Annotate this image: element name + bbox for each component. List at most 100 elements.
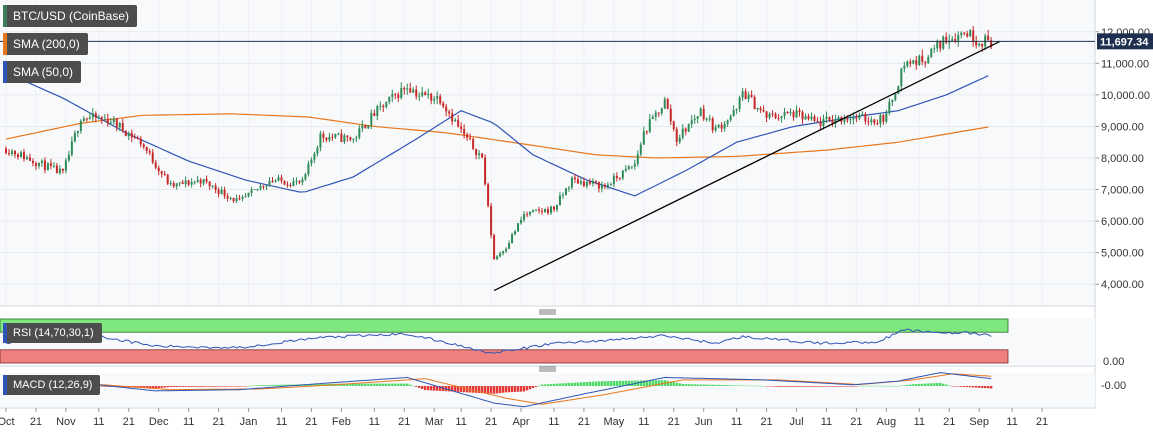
candle[interactable] [633,159,636,170]
candle[interactable] [235,194,238,204]
candle[interactable] [430,92,433,105]
candle[interactable] [786,111,789,115]
candle[interactable] [567,186,570,192]
candle[interactable] [681,124,684,140]
candle[interactable] [726,119,729,128]
candle[interactable] [645,130,648,135]
candle[interactable] [442,101,445,109]
candle[interactable] [109,117,112,126]
candle[interactable] [825,111,828,124]
candle[interactable] [37,162,40,169]
candle[interactable] [927,54,930,64]
candle[interactable] [582,177,585,188]
symbol-badge[interactable]: BTC/USD (CoinBase) [3,5,138,27]
candle[interactable] [268,177,271,187]
candle[interactable] [579,178,582,186]
candle[interactable] [394,92,397,100]
candle[interactable] [648,114,651,134]
candle[interactable] [136,135,139,140]
candle[interactable] [558,191,561,206]
candle[interactable] [505,247,508,253]
candle[interactable] [636,150,639,167]
candle[interactable] [58,165,61,175]
candle[interactable] [606,181,609,190]
candle[interactable] [639,142,642,157]
candle[interactable] [181,179,184,185]
candle[interactable] [771,110,774,118]
candle[interactable] [750,90,753,98]
candle[interactable] [855,113,858,123]
candle[interactable] [28,153,31,161]
candle[interactable] [361,120,364,133]
candle[interactable] [618,177,621,181]
candle[interactable] [370,109,373,130]
candle[interactable] [52,162,55,168]
candle[interactable] [373,109,376,117]
candle[interactable] [573,174,576,183]
candle[interactable] [346,135,349,142]
candle[interactable] [46,162,49,171]
candle[interactable] [247,192,250,198]
candle[interactable] [460,122,463,133]
candle[interactable] [67,150,70,163]
candle[interactable] [624,164,627,173]
candle[interactable] [43,157,46,174]
candle[interactable] [546,206,549,216]
candle[interactable] [765,110,768,123]
candle[interactable] [220,186,223,195]
candle[interactable] [472,137,475,151]
candle[interactable] [376,104,379,121]
candle[interactable] [654,110,657,121]
candle[interactable] [789,108,792,116]
candle[interactable] [142,142,145,150]
candle[interactable] [310,157,313,167]
candle[interactable] [930,47,933,59]
candle[interactable] [669,104,672,126]
candle[interactable] [732,105,735,117]
candle[interactable] [630,166,633,170]
candle[interactable] [876,119,879,126]
candle[interactable] [678,134,681,144]
candle[interactable] [978,42,981,47]
candle[interactable] [337,132,340,136]
candle[interactable] [609,182,612,186]
candle[interactable] [307,160,310,177]
candle[interactable] [499,251,502,258]
candle[interactable] [478,150,481,160]
candle[interactable] [882,113,885,125]
candle[interactable] [642,126,645,145]
candle[interactable] [157,165,160,176]
candle[interactable] [340,129,343,143]
candle[interactable] [106,113,109,127]
candle[interactable] [13,150,16,158]
candle[interactable] [388,96,391,105]
candle[interactable] [585,181,588,189]
candle[interactable] [316,145,319,157]
candle[interactable] [915,55,918,70]
macd-badge[interactable]: MACD (12,26,9) [3,375,101,395]
candle[interactable] [810,112,813,121]
candle[interactable] [960,31,963,39]
candle[interactable] [334,133,337,139]
candle[interactable] [304,172,307,181]
candle[interactable] [40,159,43,167]
candle[interactable] [657,112,660,118]
candle[interactable] [588,178,591,186]
candle[interactable] [397,92,400,102]
macd-line[interactable] [5,372,992,408]
sma-200-badge[interactable]: SMA (200,0) [3,33,88,55]
candle[interactable] [289,182,292,188]
candle[interactable] [313,151,316,164]
candle[interactable] [873,118,876,126]
candle[interactable] [61,168,64,174]
candle[interactable] [226,193,229,202]
candle[interactable] [133,133,136,139]
candle[interactable] [250,186,253,197]
candle[interactable] [82,116,85,122]
candle[interactable] [256,188,259,192]
candle[interactable] [777,114,780,121]
candle[interactable] [933,44,936,54]
candle[interactable] [319,130,322,152]
candle[interactable] [717,124,720,129]
candle[interactable] [660,107,663,116]
